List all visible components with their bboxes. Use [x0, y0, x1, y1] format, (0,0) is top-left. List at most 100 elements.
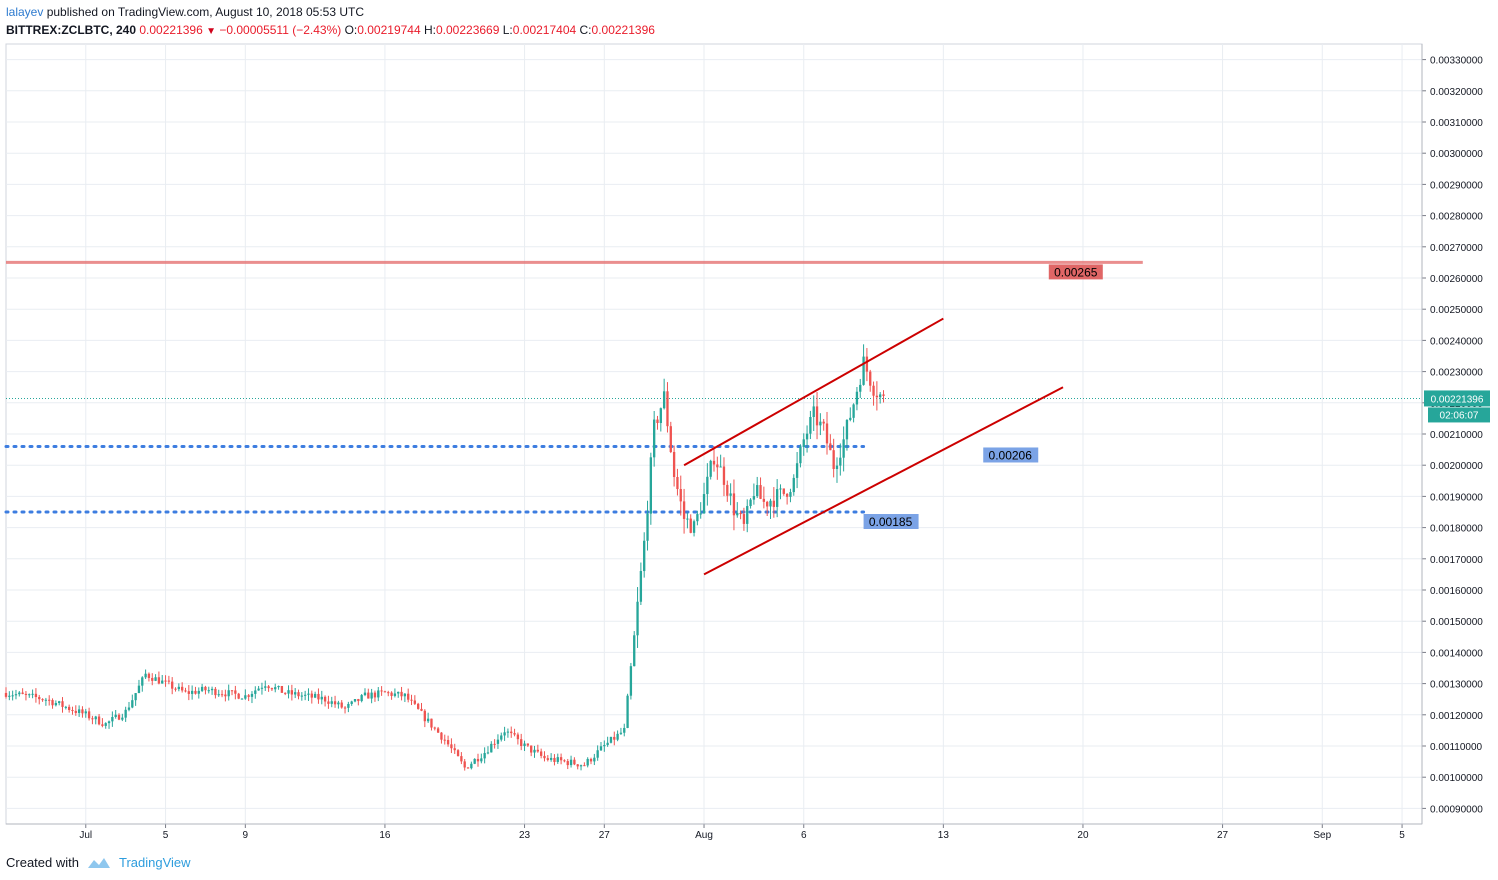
candle-body	[626, 695, 629, 728]
candle-body	[104, 723, 107, 726]
candle-body	[729, 493, 732, 496]
candle-body	[114, 714, 117, 718]
candle-body	[436, 728, 440, 733]
candle-body	[397, 691, 400, 694]
candle-body	[387, 692, 390, 694]
channel-lines	[683, 317, 1064, 576]
candle-body	[38, 697, 41, 700]
candle-body	[549, 757, 553, 760]
candle-body	[450, 744, 453, 749]
candle-body	[679, 489, 682, 502]
candle-body	[244, 695, 247, 699]
candle-body	[460, 756, 463, 762]
candle-body	[14, 694, 18, 696]
candle-body	[822, 421, 825, 424]
tradingview-brand[interactable]: TradingView	[118, 855, 191, 870]
x-tick-label: 27	[1217, 830, 1229, 841]
candle-body	[689, 518, 692, 533]
support-label: 0.00185	[869, 515, 913, 529]
candle-body	[812, 406, 815, 417]
x-tick-label: 13	[938, 830, 950, 841]
candle-body	[669, 426, 672, 452]
candle-body	[739, 512, 742, 515]
current-price-label: 0.00221396	[1431, 394, 1484, 405]
candle-body	[762, 498, 766, 502]
candle-body	[536, 749, 539, 752]
candle-body	[210, 688, 214, 691]
y-tick-label: 0.00210000	[1430, 430, 1483, 441]
candle-body	[18, 692, 21, 695]
candle-body	[513, 733, 516, 735]
candle-body	[433, 727, 436, 729]
candle-body	[267, 686, 270, 689]
candle-body	[164, 680, 167, 682]
candle-body	[137, 685, 141, 694]
candle-body	[766, 501, 769, 507]
candle-body	[144, 673, 147, 678]
candle-body	[559, 757, 563, 761]
y-tick-label: 0.00300000	[1430, 149, 1483, 160]
y-tick-label: 0.00280000	[1430, 212, 1483, 223]
candle-body	[653, 419, 656, 458]
candle-body	[510, 731, 513, 734]
candles	[4, 344, 885, 771]
candle-body	[446, 740, 450, 745]
candle-body	[220, 694, 224, 696]
candle-body	[526, 743, 530, 746]
x-tick-label: 5	[163, 830, 169, 841]
candle-body	[181, 686, 184, 691]
high-value: 0.00223669	[436, 23, 500, 37]
y-tick-label: 0.00230000	[1430, 368, 1483, 379]
candle-body	[649, 457, 653, 514]
candle-body	[676, 477, 679, 490]
candle-body	[111, 717, 114, 722]
candle-body	[756, 485, 759, 497]
candle-body	[194, 690, 197, 694]
candle-body	[543, 755, 546, 759]
candle-body	[493, 743, 496, 745]
candle-body	[107, 721, 111, 724]
x-tick-label: 6	[801, 830, 807, 841]
candle-body	[343, 707, 347, 709]
x-tick-label: Jul	[79, 830, 92, 841]
candle-body	[71, 709, 74, 711]
candle-body	[171, 681, 174, 689]
candle-body	[752, 496, 756, 500]
candle-body	[785, 493, 789, 497]
candle-body	[629, 666, 633, 696]
candle-body	[530, 745, 533, 753]
price-axis: 0.00090000 0.00100000 0.00110000 0.00120000…	[1421, 44, 1490, 824]
candle-body	[779, 488, 782, 490]
candle-body	[48, 699, 51, 701]
publisher-name[interactable]: lalayev	[6, 5, 44, 19]
x-tick-label: 16	[379, 830, 391, 841]
candle-body	[596, 750, 599, 758]
candle-body	[480, 758, 483, 762]
support-label-box	[863, 514, 919, 529]
candle-body	[247, 695, 250, 697]
line-labels: 0.00265 0.00206 0.00185	[863, 264, 1103, 529]
candle-body	[699, 513, 702, 515]
candle-body	[746, 506, 749, 524]
candle-body	[350, 701, 353, 704]
candle-body	[859, 384, 862, 392]
candle-body	[586, 758, 589, 766]
candle-body	[825, 423, 829, 444]
candle-body	[696, 514, 699, 522]
y-tick-label: 0.00090000	[1430, 804, 1483, 815]
candle-body	[709, 460, 712, 477]
candle-body	[443, 739, 446, 741]
x-tick-label: 20	[1077, 830, 1089, 841]
candle-body	[802, 439, 805, 447]
y-tick-label: 0.00240000	[1430, 336, 1483, 347]
candle-body	[706, 476, 709, 495]
candle-body	[576, 764, 579, 767]
x-tick-label: Aug	[695, 830, 713, 841]
candle-body	[799, 446, 802, 464]
candle-body	[613, 736, 616, 740]
candle-body	[599, 746, 603, 751]
candle-body	[500, 735, 503, 740]
candle-body	[260, 687, 264, 689]
candle-body	[154, 677, 157, 681]
